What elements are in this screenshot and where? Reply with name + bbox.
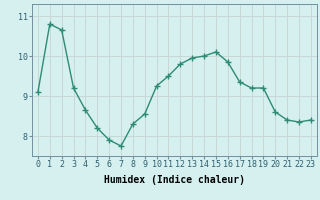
X-axis label: Humidex (Indice chaleur): Humidex (Indice chaleur) bbox=[104, 175, 245, 185]
